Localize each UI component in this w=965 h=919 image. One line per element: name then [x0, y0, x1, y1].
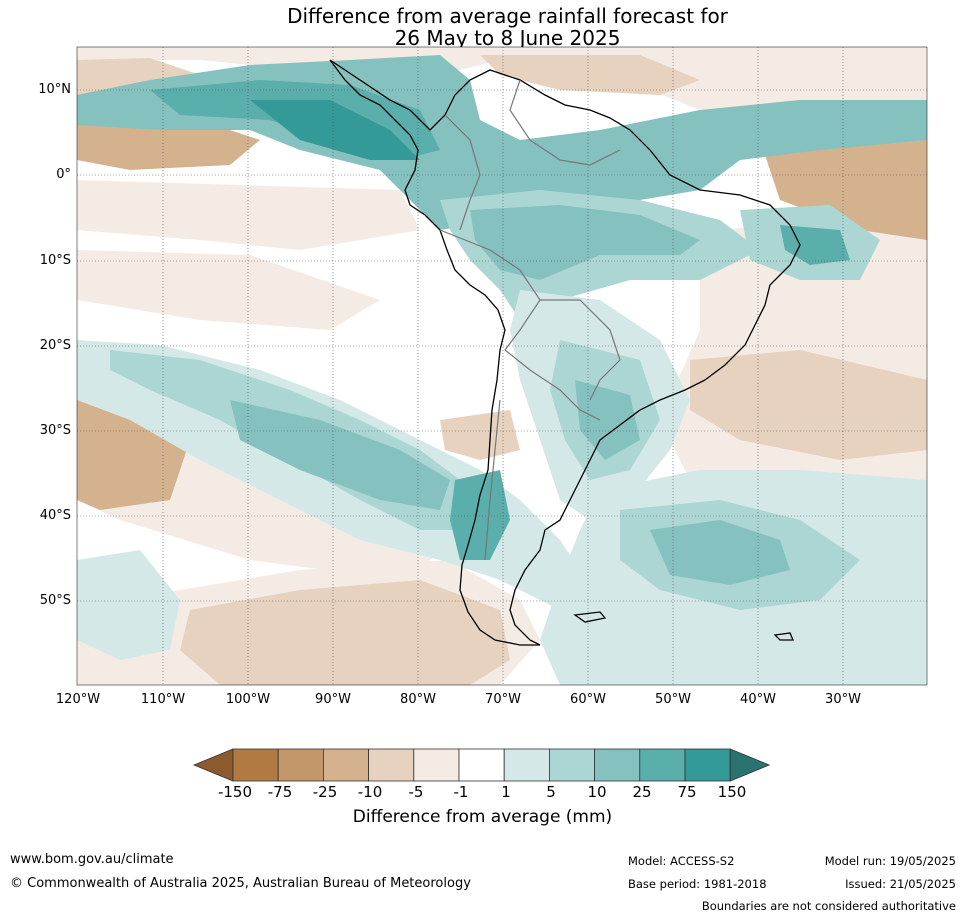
website-link[interactable]: www.bom.gov.au/climate — [10, 852, 174, 867]
model-run-text: Model run: 19/05/2025 — [824, 854, 956, 868]
map-frame — [76, 46, 928, 686]
model-text: Model: ACCESS-S2 — [628, 854, 735, 868]
lon-label-110w: 110°W — [140, 692, 186, 707]
colorbar-title: Difference from average (mm) — [352, 807, 613, 827]
colorbar-segment — [368, 748, 415, 782]
lat-label-30s: 30°S — [39, 423, 71, 438]
map-subtitle: 26 May to 8 June 2025 — [394, 26, 621, 50]
country-borders — [439, 79, 621, 561]
map-title: Difference from average rainfall forecas… — [287, 4, 728, 28]
colorbar-arrow-left — [192, 748, 234, 782]
lon-label-100w: 100°W — [225, 692, 271, 707]
colorbar-tick: 10 — [587, 783, 607, 801]
lat-label-40s: 40°S — [39, 508, 71, 523]
colorbar — [192, 748, 771, 782]
colorbar-tick: 5 — [546, 783, 556, 801]
lon-label-30w: 30°W — [825, 692, 861, 707]
base-period-text: Base period: 1981-2018 — [628, 877, 767, 891]
lat-label-10n: 10°N — [38, 82, 71, 97]
colorbar-tick: -150 — [217, 783, 253, 801]
colorbar-segment — [458, 748, 505, 782]
lon-label-50w: 50°W — [655, 692, 691, 707]
colorbar-tick: 75 — [677, 783, 697, 801]
copyright-text: © Commonwealth of Australia 2025, Austra… — [10, 876, 471, 891]
coastline — [329, 59, 801, 646]
colorbar-segment — [503, 748, 550, 782]
colorbar-segment — [549, 748, 596, 782]
colorbar-arrow-right — [729, 748, 771, 782]
lat-label-20s: 20°S — [39, 338, 71, 353]
colorbar-tick: -75 — [267, 783, 293, 801]
lon-label-120w: 120°W — [55, 692, 101, 707]
colorbar-tick: 25 — [632, 783, 652, 801]
disclaimer-text: Boundaries are not considered authoritat… — [701, 899, 956, 913]
colorbar-tick: 150 — [717, 783, 747, 801]
colorbar-segment — [684, 748, 731, 782]
issued-text: Issued: 21/05/2025 — [845, 877, 956, 891]
colorbar-segment — [277, 748, 324, 782]
lon-label-80w: 80°W — [400, 692, 436, 707]
lon-label-60w: 60°W — [570, 692, 606, 707]
lat-label-10s: 10°S — [39, 253, 71, 268]
colorbar-tick: -5 — [408, 783, 424, 801]
colorbar-segment — [639, 748, 686, 782]
colorbar-segment — [594, 748, 641, 782]
lon-label-90w: 90°W — [315, 692, 351, 707]
colorbar-tick: 1 — [501, 783, 511, 801]
colorbar-tick: -25 — [312, 783, 338, 801]
colorbar-tick: -10 — [357, 783, 383, 801]
colorbar-segment — [232, 748, 279, 782]
colorbar-tick: -1 — [453, 783, 469, 801]
colorbar-segment — [413, 748, 460, 782]
rainfall-anomaly-field — [77, 47, 927, 685]
lat-label-0: 0° — [56, 167, 71, 182]
lon-label-40w: 40°W — [740, 692, 776, 707]
colorbar-segment — [322, 748, 369, 782]
gridlines — [77, 47, 927, 685]
lon-label-70w: 70°W — [485, 692, 521, 707]
lat-label-50s: 50°S — [39, 593, 71, 608]
